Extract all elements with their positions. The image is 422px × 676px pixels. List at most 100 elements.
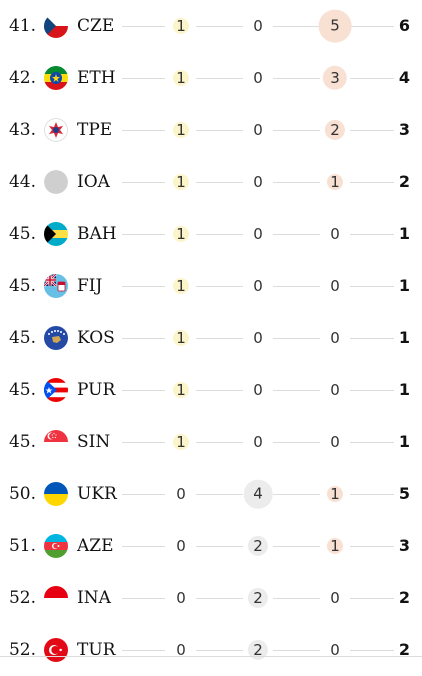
connector-line <box>350 130 394 131</box>
silver-count: 2 <box>247 639 269 661</box>
rank: 45. <box>8 432 36 452</box>
bronze-count: 0 <box>326 329 344 347</box>
table-row[interactable]: 42. ETH 4 1 0 3 <box>0 52 422 104</box>
kosovo-flag-icon <box>44 326 68 350</box>
table-row[interactable]: 45. PUR 1 1 0 0 <box>0 364 422 416</box>
table-row[interactable]: 50. UKR 5 0 4 1 <box>0 468 422 520</box>
silver-count: 4 <box>243 479 273 509</box>
connector-line <box>273 130 320 131</box>
silver-count: 0 <box>249 17 267 35</box>
table-row[interactable]: 44. IOA 2 1 0 1 <box>0 156 422 208</box>
rank: 45. <box>8 276 36 296</box>
table-row[interactable]: 45. KOS 1 1 0 0 <box>0 312 422 364</box>
turkey-flag-icon <box>44 638 68 662</box>
table-row[interactable]: 51. AZE 3 0 2 1 <box>0 520 422 572</box>
table-row[interactable]: 52. INA 2 0 2 0 <box>0 572 422 624</box>
rank: 50. <box>8 484 36 504</box>
table-row[interactable]: 45. BAH 1 1 0 0 <box>0 208 422 260</box>
country-code: TPE <box>77 120 113 140</box>
connector-line <box>350 442 394 443</box>
rank: 45. <box>8 380 36 400</box>
connector-line <box>350 650 394 651</box>
connector-line <box>196 130 243 131</box>
connector-line <box>350 546 394 547</box>
total-count: 1 <box>398 224 410 243</box>
bronze-count: 1 <box>327 173 343 191</box>
connector-line <box>273 650 320 651</box>
connector-line <box>122 338 165 339</box>
connector-line <box>196 234 243 235</box>
bronze-count: 1 <box>327 485 343 503</box>
connector-line <box>273 78 320 79</box>
table-row[interactable]: 43. TPE 3 1 0 2 <box>0 104 422 156</box>
country-code: CZE <box>77 16 115 36</box>
silver-count: 2 <box>247 587 269 609</box>
connector-line <box>350 390 394 391</box>
bronze-count: 0 <box>326 589 344 607</box>
connector-line <box>122 182 165 183</box>
country-code: IOA <box>77 172 110 192</box>
connector-line <box>196 78 243 79</box>
singapore-flag-icon <box>44 430 68 454</box>
silver-count: 0 <box>249 277 267 295</box>
connector-line <box>122 494 165 495</box>
connector-line <box>196 494 243 495</box>
total-count: 1 <box>398 380 410 399</box>
bronze-count: 2 <box>324 119 346 141</box>
country-code: ETH <box>77 68 116 88</box>
azerbaijan-flag-icon <box>44 534 68 558</box>
connector-line <box>273 494 320 495</box>
gold-count: 1 <box>173 17 189 35</box>
total-count: 2 <box>398 588 410 607</box>
silver-count: 0 <box>249 225 267 243</box>
gold-count: 1 <box>173 381 189 399</box>
connector-line <box>122 546 165 547</box>
connector-line <box>350 598 394 599</box>
bronze-count: 1 <box>327 537 343 555</box>
rank: 41. <box>8 16 36 36</box>
silver-count: 0 <box>249 329 267 347</box>
connector-line <box>273 442 320 443</box>
table-row[interactable]: 52. TUR 2 0 2 0 <box>0 624 422 676</box>
table-row[interactable]: 45. SIN 1 1 0 0 <box>0 416 422 468</box>
total-count: 1 <box>398 432 410 451</box>
total-count: 3 <box>398 120 410 139</box>
connector-line <box>122 78 165 79</box>
connector-line <box>122 442 165 443</box>
country-code: FIJ <box>77 276 103 296</box>
connector-line <box>273 546 320 547</box>
rank: 42. <box>8 68 36 88</box>
table-row[interactable]: 45. FIJ 1 1 0 0 <box>0 260 422 312</box>
czech-flag-icon <box>44 14 68 38</box>
silver-count: 0 <box>249 121 267 139</box>
silver-count: 0 <box>249 69 267 87</box>
country-code: BAH <box>77 224 117 244</box>
total-count: 5 <box>398 484 410 503</box>
bottom-divider <box>0 656 422 657</box>
connector-line <box>122 390 165 391</box>
country-code: KOS <box>77 328 115 348</box>
silver-count: 0 <box>249 173 267 191</box>
gold-count: 1 <box>173 69 189 87</box>
indonesia-flag-icon <box>44 586 68 610</box>
chinese-taipei-flag-icon <box>44 118 68 142</box>
connector-line <box>196 546 243 547</box>
gold-count: 0 <box>172 589 190 607</box>
bronze-count: 0 <box>326 225 344 243</box>
connector-line <box>122 130 165 131</box>
country-code: AZE <box>77 536 114 556</box>
country-code: INA <box>77 588 111 608</box>
connector-line <box>122 26 165 27</box>
silver-count: 2 <box>247 535 269 557</box>
gold-count: 1 <box>173 433 189 451</box>
total-count: 1 <box>398 328 410 347</box>
table-row[interactable]: 41. CZE 6 1 0 5 <box>0 0 422 52</box>
connector-line <box>196 26 243 27</box>
connector-line <box>196 442 243 443</box>
connector-line <box>350 286 394 287</box>
total-count: 3 <box>398 536 410 555</box>
placeholder-flag-icon <box>44 170 68 194</box>
total-count: 6 <box>398 16 410 35</box>
connector-line <box>350 182 394 183</box>
total-count: 4 <box>398 68 410 87</box>
